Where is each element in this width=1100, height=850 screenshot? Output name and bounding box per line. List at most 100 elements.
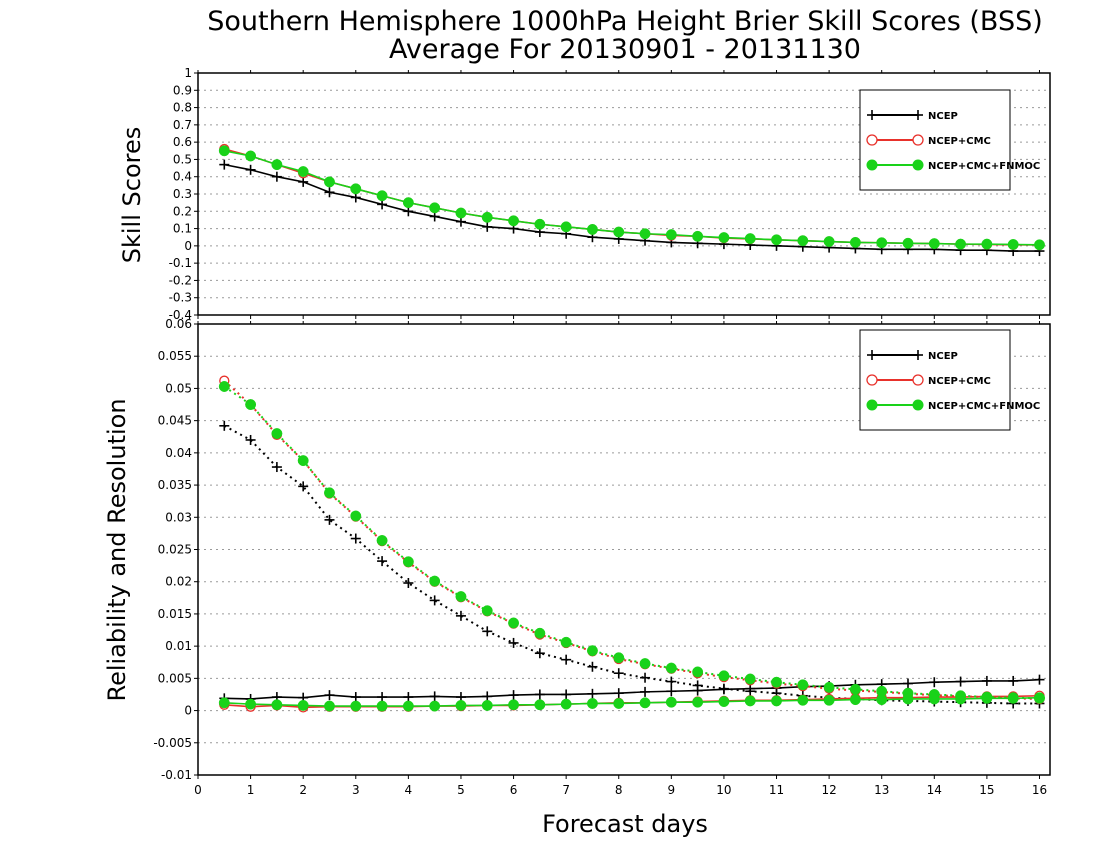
data-point-filled-circle: [245, 399, 257, 410]
data-point-plus: [482, 691, 493, 702]
x-tick-label: 16: [1032, 783, 1047, 797]
skill-scores-panel: 1 0.9 0.8 0.7 0.6 0.5 0.4 0.3 0.2 0.1 0 -0.1 -0.2 -0.…: [169, 66, 1051, 322]
data-point-filled-circle: [586, 698, 598, 709]
legend-marker-filled-circle: [866, 159, 878, 171]
legend-label: NCEP+CMC: [928, 376, 991, 387]
data-point-filled-circle: [402, 700, 414, 712]
data-point-filled-circle: [613, 226, 625, 238]
data-point-plus: [613, 688, 624, 699]
y-tick-label: 0.03: [165, 510, 192, 524]
data-point-plus: [981, 675, 992, 686]
data-point-filled-circle: [245, 698, 257, 710]
data-point-plus: [377, 556, 388, 567]
legend-label: NCEP+CMC+FNMOC: [928, 161, 1040, 172]
data-point-filled-circle: [481, 605, 493, 617]
y-tick-label: 1: [184, 66, 192, 80]
data-point-filled-circle: [297, 699, 309, 711]
series-line-ncep-cmc-fnmoc: [223, 385, 1040, 700]
plot-frame: [197, 323, 1051, 776]
data-point-filled-circle: [718, 670, 730, 682]
data-point-filled-circle: [534, 699, 546, 711]
data-point-plus: [718, 684, 729, 695]
data-point-filled-circle: [560, 636, 572, 648]
y-tick-label: -0.005: [153, 736, 192, 750]
legend-marker-open-circle: [912, 134, 924, 146]
data-point-filled-circle: [849, 683, 861, 695]
data-point-filled-circle: [271, 699, 283, 711]
data-point-filled-circle: [350, 700, 362, 712]
data-point-plus: [324, 690, 335, 701]
data-point-filled-circle: [324, 487, 335, 499]
legend-marker-filled-circle: [866, 399, 878, 411]
data-point-plus: [429, 595, 440, 606]
data-point-filled-circle: [981, 692, 993, 704]
data-point-filled-circle: [376, 535, 388, 546]
data-point-plus: [455, 610, 466, 621]
legend-label: NCEP+CMC+FNMOC: [928, 401, 1040, 412]
data-point-filled-circle: [692, 696, 704, 708]
data-point-filled-circle: [692, 230, 704, 242]
x-tick-label: 12: [821, 783, 836, 797]
data-point-filled-circle: [455, 699, 467, 711]
x-tick-label: 6: [510, 783, 518, 797]
data-point-filled-circle: [376, 190, 388, 202]
data-point-plus: [403, 692, 414, 703]
x-tick-label: 0: [194, 783, 202, 797]
legend-marker-open-circle: [866, 374, 878, 386]
data-point-filled-circle: [271, 159, 283, 171]
data-point-plus: [640, 672, 651, 683]
reliability-resolution-panel: 0.060.0550.050.0450.040.0350.030.0250.02…: [153, 317, 1051, 797]
legend-label: NCEP: [928, 111, 958, 122]
data-point-filled-circle: [402, 556, 414, 568]
x-tick-label: 15: [979, 783, 994, 797]
y-tick-label: 0.8: [173, 101, 192, 115]
data-point-filled-circle: [218, 145, 230, 157]
data-point-filled-circle: [665, 696, 677, 708]
data-point-filled-circle: [1034, 692, 1045, 704]
plot-frame: [197, 72, 1051, 316]
series-line-ncep-cmc: [223, 379, 1040, 700]
x-tick-label: 5: [457, 783, 465, 797]
data-point-filled-circle: [324, 700, 335, 712]
y-tick-label: 0.1: [173, 222, 192, 236]
data-point-plus: [955, 676, 966, 687]
data-point-plus: [403, 578, 414, 589]
data-point-filled-circle: [928, 238, 940, 250]
data-point-filled-circle: [481, 211, 493, 223]
data-point-plus: [561, 654, 572, 665]
legend-marker-open-circle: [912, 374, 924, 386]
x-tick-label: 3: [352, 783, 360, 797]
data-point-filled-circle: [902, 237, 914, 249]
data-point-plus: [245, 434, 256, 445]
data-point-filled-circle: [1034, 239, 1045, 251]
data-point-filled-circle: [376, 700, 388, 712]
y-tick-label: 0.7: [173, 118, 192, 132]
data-point-filled-circle: [560, 698, 572, 710]
data-point-filled-circle: [1007, 692, 1019, 704]
y-tick-label: -0.2: [169, 273, 192, 287]
x-tick-label: 14: [927, 783, 942, 797]
data-point-filled-circle: [455, 591, 467, 602]
legend: NCEP NCEP+CMC NCEP+CMC+FNMOC: [859, 89, 1040, 191]
x-tick-label: 2: [299, 783, 307, 797]
data-point-filled-circle: [665, 229, 677, 241]
x-axis-label: Forecast days: [542, 810, 708, 838]
data-point-filled-circle: [849, 694, 861, 706]
data-point-plus: [245, 164, 256, 175]
data-point-plus: [534, 648, 545, 659]
data-point-plus: [429, 691, 440, 702]
data-point-plus: [1008, 675, 1019, 686]
data-point-filled-circle: [902, 693, 914, 705]
x-tick-label: 11: [769, 783, 784, 797]
x-tick-label: 13: [874, 783, 889, 797]
legend-label: NCEP: [928, 351, 958, 362]
data-point-plus: [324, 187, 335, 198]
data-point-filled-circle: [797, 694, 809, 706]
data-point-filled-circle: [508, 617, 520, 629]
data-point-plus: [587, 688, 598, 699]
data-point-plus: [640, 686, 651, 697]
x-tick-label: 4: [405, 783, 413, 797]
data-point-filled-circle: [350, 183, 362, 195]
y-axis-label-skill: Skill Scores: [118, 127, 146, 264]
data-point-filled-circle: [297, 166, 309, 177]
